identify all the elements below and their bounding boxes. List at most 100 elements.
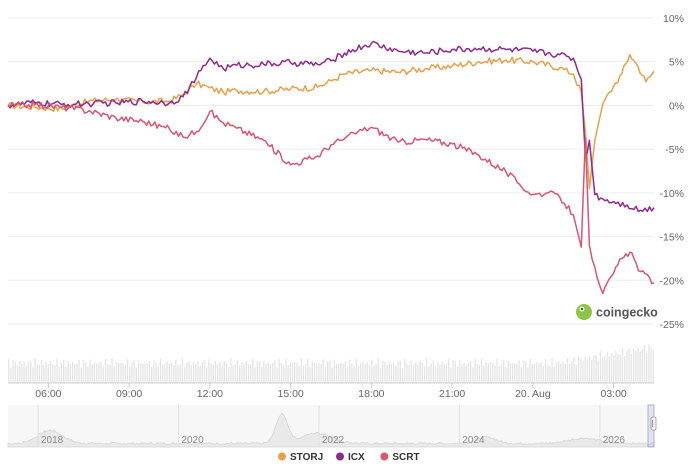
- volume-bar: [443, 364, 445, 383]
- volume-bar: [74, 364, 76, 383]
- volume-bar: [329, 360, 331, 383]
- volume-bar: [349, 359, 351, 383]
- x-tick-label: 18:00: [358, 388, 384, 400]
- volume-bar: [96, 363, 98, 383]
- volume-bar: [212, 365, 214, 383]
- legend-item-storj[interactable]: STORJ: [278, 452, 323, 463]
- legend-item-icx[interactable]: ICX: [336, 452, 365, 463]
- volume-bar: [626, 350, 628, 383]
- watermark-text: coingecko: [596, 306, 658, 320]
- volume-bar: [346, 366, 349, 383]
- volume-bar: [591, 360, 593, 383]
- volume-bar: [307, 358, 309, 383]
- navigator[interactable]: 2018 2020 2022 2024 2026: [7, 404, 657, 448]
- volume-bar: [408, 364, 410, 383]
- volume-bar: [483, 365, 485, 383]
- volume-bar: [153, 360, 155, 383]
- volume-bar: [527, 367, 529, 383]
- volume-bar: [375, 363, 377, 383]
- volume-bar: [441, 361, 443, 383]
- volume-bar: [164, 363, 166, 383]
- volume-bar: [192, 361, 195, 383]
- volume-bar: [448, 359, 450, 383]
- volume-bar: [650, 347, 652, 383]
- volume-bar: [89, 359, 91, 383]
- volume-bar: [243, 364, 245, 383]
- volume-bar: [641, 349, 643, 383]
- volume-bar: [621, 347, 624, 383]
- x-tick-label: 06:00: [35, 388, 61, 400]
- volume-bar: [148, 360, 151, 383]
- volume-bar: [69, 363, 71, 383]
- volume-bar: [43, 365, 45, 383]
- y-tick-label: -10%: [659, 188, 684, 200]
- volume-bar: [247, 364, 250, 383]
- volume-bar: [199, 365, 201, 383]
- volume-bar: [49, 361, 52, 383]
- volume-bar: [201, 362, 203, 383]
- navigator-series: [7, 412, 655, 448]
- volume-bar: [217, 364, 219, 383]
- volume-bar: [245, 361, 247, 383]
- volume-bar: [547, 364, 549, 383]
- volume-bar: [652, 350, 654, 383]
- volume-bar: [214, 360, 217, 383]
- volume-bar: [168, 363, 170, 383]
- volume-bar: [382, 361, 384, 383]
- volume-bar: [210, 363, 212, 383]
- volume-bar: [485, 362, 487, 383]
- series-line-storj[interactable]: [7, 53, 655, 190]
- volume-bar: [223, 360, 225, 383]
- volume-bar: [588, 356, 591, 383]
- volume-bar: [342, 363, 344, 383]
- x-tick-label: 12:00: [197, 388, 223, 400]
- volume-bar: [287, 364, 289, 383]
- series-lines: [7, 40, 655, 295]
- x-tick-label: 20. Aug: [515, 388, 551, 400]
- volume-bar: [113, 366, 115, 383]
- volume-bar: [540, 361, 542, 383]
- series-line-icx[interactable]: [7, 40, 655, 213]
- volume-bar: [124, 364, 126, 383]
- volume-bar: [294, 362, 296, 383]
- legend[interactable]: STORJ ICX SCRT: [278, 452, 420, 463]
- volume-bar: [181, 358, 184, 383]
- volume-bar: [14, 362, 16, 383]
- volume-bar: [254, 367, 256, 383]
- volume-bar: [355, 358, 357, 383]
- volume-bar: [38, 364, 41, 383]
- volume-bar: [542, 366, 544, 383]
- volume-bar: [498, 366, 500, 383]
- volume-bar: [230, 358, 232, 383]
- legend-item-scrt[interactable]: SCRT: [380, 452, 420, 463]
- volume-bar: [126, 359, 129, 383]
- x-tick-label: 09:00: [116, 388, 142, 400]
- volume-bar: [507, 360, 509, 383]
- volume-bar: [16, 365, 19, 383]
- volume-bar: [395, 365, 397, 383]
- volume-bar: [472, 367, 474, 383]
- volume-bar: [373, 365, 375, 383]
- navigator-handle[interactable]: [650, 416, 657, 431]
- volume-bar: [10, 367, 12, 383]
- volume-bar: [470, 361, 472, 383]
- y-tick-label: -5%: [665, 144, 684, 156]
- volume-bar: [639, 351, 641, 383]
- volume-bar: [525, 361, 527, 383]
- volume-bar: [80, 367, 82, 383]
- volume-bar: [45, 362, 47, 383]
- volume-bar: [637, 348, 639, 383]
- volume-bar: [263, 360, 265, 383]
- volume-bar: [76, 363, 78, 383]
- series-line-scrt[interactable]: [7, 100, 655, 295]
- volume-bar: [648, 344, 650, 383]
- volume-bar: [129, 366, 131, 383]
- volume-bar: [390, 364, 393, 383]
- volume-bar: [560, 363, 562, 383]
- volume-bar: [580, 358, 582, 383]
- coingecko-logo-pupil: [580, 307, 584, 311]
- volume-bar: [111, 358, 113, 383]
- volume-bar: [56, 358, 58, 383]
- volume-bar: [234, 364, 236, 383]
- volume-bar: [428, 366, 430, 383]
